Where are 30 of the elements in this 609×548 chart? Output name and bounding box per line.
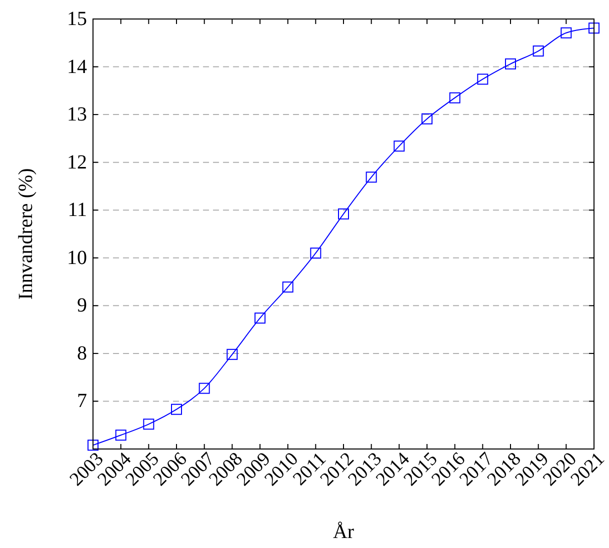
x-axis-title: År [332,521,354,543]
point [449,92,460,104]
y-axis-title: Innvandrere (%) [15,168,37,300]
point [88,440,98,451]
point [422,113,432,124]
y-tick-label: 7 [77,390,87,412]
point [338,208,349,220]
y-tick-label: 13 [67,104,87,126]
point [226,348,238,360]
point [254,312,266,324]
y-tick-label: 14 [67,56,87,78]
point [310,248,322,259]
point [282,282,294,293]
point [560,27,572,38]
point [171,404,182,415]
y-tick-label: 12 [67,151,87,174]
y-tick-label: 11 [68,199,87,222]
y-tick-label: 8 [77,342,87,364]
point [366,172,377,183]
point [588,22,600,34]
point [477,74,488,85]
y-tick-label: 10 [67,246,87,269]
point [143,418,154,430]
point [394,140,405,152]
y-tick-label: 15 [67,8,87,30]
point [505,58,516,70]
point [532,46,544,57]
point [115,430,126,441]
point [198,382,210,394]
y-tick-label: 9 [77,294,87,317]
